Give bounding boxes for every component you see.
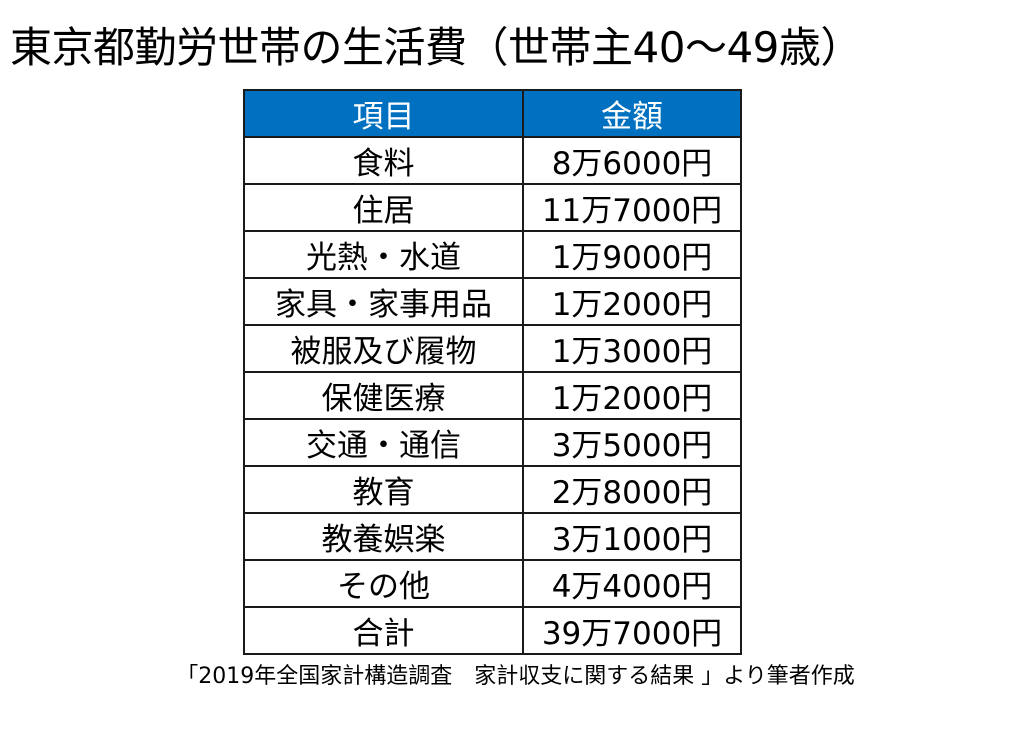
- cell-amount: 3万5000円: [522, 418, 742, 467]
- cell-amount: 4万4000円: [522, 559, 742, 608]
- table-row: 被服及び履物 1万3000円: [243, 324, 742, 373]
- cell-amount: 3万1000円: [522, 512, 742, 561]
- cell-amount: 1万2000円: [522, 371, 742, 420]
- table-row: 教育 2万8000円: [243, 465, 742, 514]
- cell-item: 被服及び履物: [243, 324, 524, 373]
- page-title: 東京都勤労世帯の生活費（世帯主40～49歳）: [10, 23, 862, 72]
- cell-item: 光熱・水道: [243, 230, 524, 279]
- expense-table: 項目 金額 食料 8万6000円 住居 11万7000円 光熱・水道 1万900…: [243, 89, 742, 655]
- table-row: 教養娯楽 3万1000円: [243, 512, 742, 561]
- cell-amount: 1万3000円: [522, 324, 742, 373]
- total-row: 合計 39万7000円: [243, 606, 742, 655]
- table-row: 交通・通信 3万5000円: [243, 418, 742, 467]
- table-row: 保健医療 1万2000円: [243, 371, 742, 420]
- cell-item: 保健医療: [243, 371, 524, 420]
- cell-amount: 2万8000円: [522, 465, 742, 514]
- cell-amount: 8万6000円: [522, 136, 742, 185]
- cell-amount: 1万2000円: [522, 277, 742, 326]
- cell-total-label: 合計: [243, 606, 524, 655]
- cell-item: その他: [243, 559, 524, 608]
- cell-item: 教養娯楽: [243, 512, 524, 561]
- cell-item: 家具・家事用品: [243, 277, 524, 326]
- table-row: その他 4万4000円: [243, 559, 742, 608]
- table-row: 食料 8万6000円: [243, 136, 742, 185]
- cell-item: 教育: [243, 465, 524, 514]
- table-header-row: 項目 金額: [243, 89, 742, 138]
- cell-item: 食料: [243, 136, 524, 185]
- column-header-amount: 金額: [522, 89, 742, 138]
- cell-amount: 1万9000円: [522, 230, 742, 279]
- table-row: 家具・家事用品 1万2000円: [243, 277, 742, 326]
- cell-amount: 11万7000円: [522, 183, 742, 232]
- cell-item: 住居: [243, 183, 524, 232]
- table-row: 光熱・水道 1万9000円: [243, 230, 742, 279]
- source-note: 「2019年全国家計構造調査 家計収支に関する結果 」より筆者作成: [176, 664, 855, 689]
- column-header-item: 項目: [243, 89, 524, 138]
- cell-total-amount: 39万7000円: [522, 606, 742, 655]
- table-row: 住居 11万7000円: [243, 183, 742, 232]
- cell-item: 交通・通信: [243, 418, 524, 467]
